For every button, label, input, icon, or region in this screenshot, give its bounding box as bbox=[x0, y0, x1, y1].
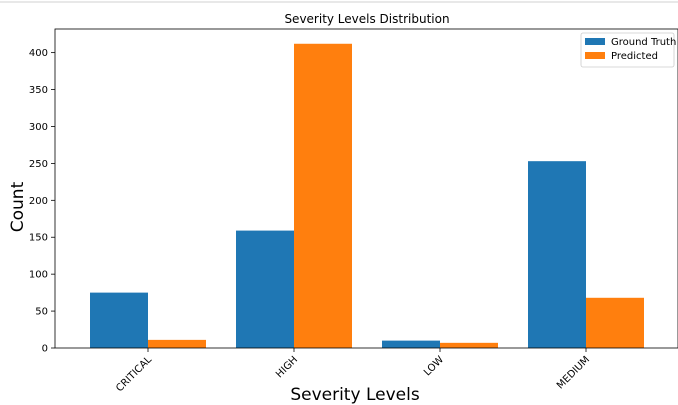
bar-ground-truth bbox=[90, 292, 148, 348]
y-tick-label: 250 bbox=[29, 159, 48, 170]
bar-ground-truth bbox=[236, 230, 294, 348]
y-tick-label: 300 bbox=[29, 122, 48, 133]
x-tick-label: HIGH bbox=[274, 354, 300, 380]
y-tick-label: 100 bbox=[29, 270, 48, 281]
plot-area bbox=[90, 43, 644, 348]
y-axis-label: Count bbox=[8, 181, 28, 232]
x-tick-label: MEDIUM bbox=[555, 354, 592, 391]
x-tick-label: CRITICAL bbox=[114, 354, 154, 394]
legend-swatch bbox=[585, 38, 605, 45]
legend: Ground Truth Predicted bbox=[580, 32, 676, 68]
y-tick-label: 150 bbox=[29, 233, 48, 244]
x-tick-label: LOW bbox=[422, 354, 446, 378]
bar-ground-truth bbox=[382, 340, 440, 348]
y-tick-label: 50 bbox=[35, 307, 48, 318]
legend-entry: Predicted bbox=[611, 51, 658, 62]
bar-predicted bbox=[586, 297, 644, 348]
y-axis: 0 50 100 150 200 250 300 350 400 bbox=[29, 48, 55, 355]
bar-predicted bbox=[294, 43, 352, 348]
y-tick-label: 200 bbox=[29, 196, 48, 207]
bar-predicted bbox=[440, 342, 498, 348]
legend-entry: Ground Truth bbox=[611, 37, 676, 48]
y-tick-label: 400 bbox=[29, 48, 48, 59]
legend-swatch bbox=[585, 52, 605, 59]
bar-ground-truth bbox=[528, 161, 586, 348]
y-tick-label: 350 bbox=[29, 85, 48, 96]
plot-frame bbox=[54, 28, 678, 349]
y-tick-label: 0 bbox=[42, 344, 48, 355]
chart-title: Severity Levels Distribution bbox=[284, 12, 449, 26]
bar-predicted bbox=[148, 339, 206, 348]
x-axis-label: Severity Levels bbox=[290, 385, 419, 405]
